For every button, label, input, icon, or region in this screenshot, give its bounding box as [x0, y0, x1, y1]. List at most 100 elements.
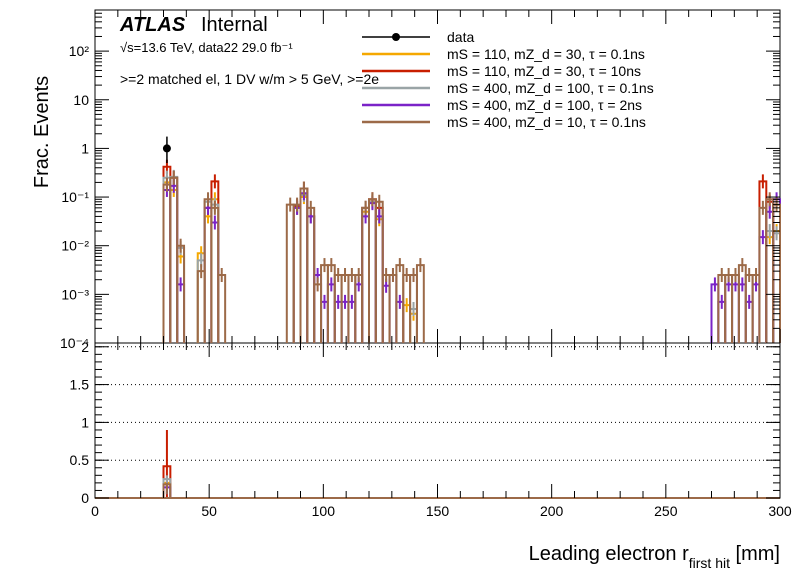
- histogram-bin: [415, 264, 425, 343]
- histogram-bin: [368, 200, 377, 343]
- histogram-bin: [724, 283, 734, 343]
- histogram-bin: [765, 200, 775, 343]
- axis-ticks: 10⁻⁴ 10⁻³ 10⁻² 10⁻¹ 1 10 10² 0 0.5 1 1.5 2 0 50 100 150…: [60, 9, 792, 519]
- histogram-bin: [292, 203, 302, 343]
- ratio-y-tick-label: 1.5: [70, 377, 90, 393]
- selection-line: >=2 matched el, 1 DV w/m > 5 GeV, >=2e: [120, 71, 379, 87]
- histogram-bin: [374, 206, 384, 343]
- ratio-y-tick-label: 1: [81, 414, 89, 430]
- x-axis-label: Leading electron rfirst hit [mm]: [529, 543, 780, 571]
- y-tick-label: 10⁻⁴: [60, 335, 89, 351]
- histogram-bin: [162, 181, 172, 343]
- histogram-bin: [299, 196, 309, 343]
- histogram-bin: [299, 187, 309, 343]
- histogram-bin: [710, 283, 720, 343]
- histogram-bin: [737, 283, 747, 343]
- histogram-bin: [203, 206, 213, 343]
- histogram-bin: [210, 221, 220, 343]
- histogram-bin: [306, 215, 316, 343]
- histogram-bin: [361, 206, 370, 343]
- histogram-bin: [737, 264, 747, 343]
- series-0: [162, 175, 781, 343]
- histogram-bin: [772, 232, 781, 343]
- histogram-bin: [333, 273, 343, 343]
- histogram-bin: [368, 198, 377, 343]
- legend-marker: [392, 33, 400, 41]
- histogram-bin: [299, 192, 309, 343]
- x-tick-label: 200: [540, 503, 564, 519]
- histogram-bin: [368, 198, 377, 343]
- histogram-bin: [758, 206, 768, 343]
- y-tick-label: 10⁻¹: [61, 189, 89, 205]
- histogram-bin: [361, 215, 370, 343]
- histogram-bin: [388, 273, 398, 343]
- histogram-bin: [292, 206, 302, 343]
- main-histograms: [162, 136, 781, 343]
- histogram-bin: [326, 283, 336, 343]
- histogram-bin: [347, 273, 357, 343]
- legend-label: mS = 400, mZ_d = 100, τ = 0.1ns: [447, 80, 654, 96]
- histogram-bin: [306, 215, 316, 343]
- histogram-bin: [361, 206, 370, 343]
- histogram-bin: [374, 218, 384, 343]
- legend-label: mS = 110, mZ_d = 30, τ = 0.1ns: [447, 46, 645, 62]
- histogram-bin: [203, 206, 213, 343]
- legend-label: mS = 400, mZ_d = 100, τ = 2ns: [447, 97, 642, 113]
- histogram-bin: [203, 215, 213, 343]
- y-tick-label: 10: [73, 92, 89, 108]
- histogram-bin: [306, 215, 316, 343]
- histogram-bin: [361, 206, 370, 343]
- histogram-bin: [361, 210, 370, 343]
- histogram-bin: [169, 184, 179, 343]
- legend-label: mS = 110, mZ_d = 30, τ = 10ns: [447, 63, 641, 79]
- x-tick-label: 100: [312, 503, 336, 519]
- ratio-panel-frame: [94, 342, 781, 499]
- histogram-bin: [162, 183, 172, 343]
- legend-entry: mS = 400, mZ_d = 100, τ = 0.1ns: [362, 80, 654, 96]
- histogram-bin: [176, 255, 186, 343]
- ratio-y-tick-label: 0.5: [70, 452, 90, 468]
- histogram-bin: [381, 284, 391, 343]
- histogram-bin: [306, 206, 316, 343]
- histogram-bin: [176, 283, 186, 343]
- legend-entry: mS = 110, mZ_d = 30, τ = 10ns: [362, 63, 641, 79]
- legend-entry: mS = 400, mZ_d = 10, τ = 0.1ns: [362, 114, 646, 130]
- legend-entry: mS = 110, mZ_d = 30, τ = 0.1ns: [362, 46, 645, 62]
- histogram-bin: [368, 202, 377, 343]
- histogram-bin: [169, 188, 179, 343]
- histogram-bin: [751, 283, 761, 343]
- y-tick-label: 10²: [69, 43, 90, 59]
- histogram-bin: [292, 205, 302, 343]
- histogram-bin: [313, 283, 323, 343]
- histogram-bin: [169, 175, 179, 343]
- series-3: [162, 178, 781, 343]
- upper-ylabel: Frac. Events: [31, 76, 53, 188]
- series-1: [162, 159, 775, 343]
- histogram-bin: [758, 236, 768, 343]
- histogram-bin: [292, 206, 302, 343]
- histogram-bin: [196, 270, 206, 343]
- y-tick-label: 10⁻³: [61, 286, 89, 302]
- x-tick-label: 0: [91, 503, 99, 519]
- energy-line: √s=13.6 TeV, data22 29.0 fb⁻¹: [120, 40, 293, 55]
- histogram-bin: [354, 283, 364, 343]
- histogram-bin: [374, 215, 384, 343]
- atlas-label: ATLAS: [119, 14, 186, 36]
- ratio-histograms: [95, 346, 780, 499]
- histogram-bin: [368, 200, 377, 343]
- ratio-y-tick-label: 2: [81, 339, 89, 355]
- histogram-bin: [765, 198, 775, 343]
- histogram-bin: [717, 273, 727, 343]
- x-tick-label: 250: [654, 503, 678, 519]
- legend-entry: mS = 400, mZ_d = 100, τ = 2ns: [362, 97, 642, 113]
- histogram-bin: [388, 273, 398, 343]
- histogram-bin: [169, 176, 179, 343]
- histogram-bin: [326, 264, 336, 343]
- data-point: [162, 144, 171, 153]
- ratio-y-tick-label: 0: [81, 490, 89, 506]
- series-4: [162, 170, 781, 343]
- y-tick-label: 1: [81, 140, 89, 156]
- histogram-bin: [217, 273, 227, 343]
